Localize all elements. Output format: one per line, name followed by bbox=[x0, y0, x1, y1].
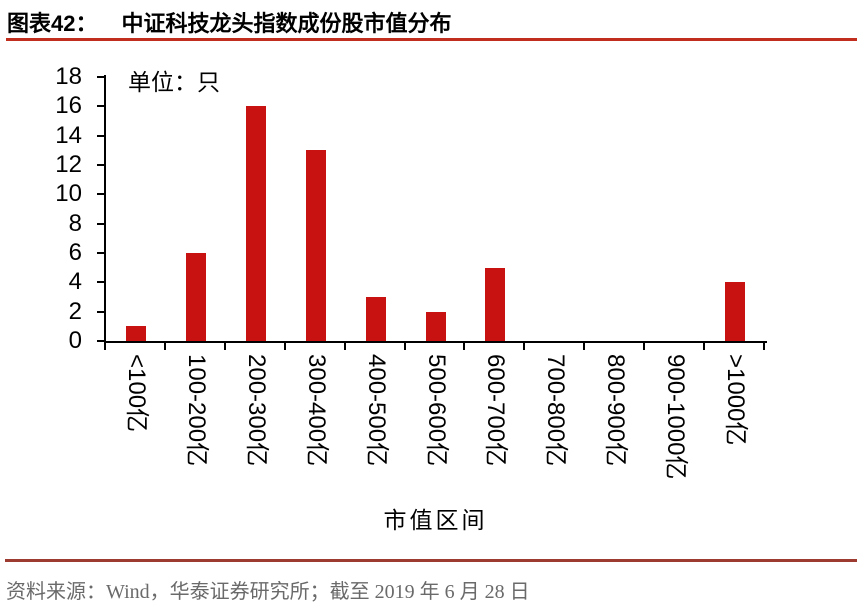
x-tick bbox=[583, 343, 585, 350]
x-category-label: 200-300亿 bbox=[243, 354, 270, 467]
y-tick-label: 16 bbox=[55, 92, 82, 119]
bar bbox=[306, 150, 326, 341]
title-divider bbox=[6, 38, 857, 41]
x-category-label: 900-1000亿 bbox=[662, 354, 689, 480]
footer-divider bbox=[5, 559, 857, 562]
y-tick bbox=[97, 340, 104, 342]
x-tick bbox=[344, 343, 346, 350]
y-tick bbox=[97, 281, 104, 283]
figure-number: 图表42： bbox=[7, 11, 98, 36]
y-tick bbox=[97, 135, 104, 137]
y-tick bbox=[97, 193, 104, 195]
x-axis-title: 市值区间 bbox=[383, 508, 488, 533]
bar-chart: 单位：只 市值区间 0 2 4 6 8 10 12 14 16 18 <100亿 100-200亿 20… bbox=[55, 63, 767, 533]
y-tick bbox=[97, 223, 104, 225]
x-category-label: 800-900亿 bbox=[602, 354, 629, 467]
x-category-label: 100-200亿 bbox=[183, 354, 210, 467]
y-tick-label: 10 bbox=[55, 180, 82, 207]
y-tick-label: 2 bbox=[68, 298, 82, 325]
bar bbox=[246, 106, 266, 341]
y-tick bbox=[97, 252, 104, 254]
x-tick bbox=[703, 343, 705, 350]
bar bbox=[366, 297, 386, 341]
x-tick bbox=[284, 343, 286, 350]
figure-title: 中证科技龙头指数成份股市值分布 bbox=[121, 11, 452, 36]
y-tick-label: 14 bbox=[55, 122, 82, 149]
x-tick bbox=[463, 343, 465, 350]
bar bbox=[725, 282, 745, 341]
y-tick bbox=[97, 164, 104, 166]
unit-label: 单位：只 bbox=[128, 70, 220, 95]
y-tick-label: 12 bbox=[55, 151, 82, 178]
y-tick-label: 18 bbox=[55, 63, 82, 90]
y-tick bbox=[97, 76, 104, 78]
x-category-label: >1000亿 bbox=[722, 354, 749, 446]
y-tick-label: 0 bbox=[68, 327, 82, 354]
x-tick bbox=[104, 343, 106, 350]
x-tick bbox=[164, 343, 166, 350]
x-category-label: 700-800亿 bbox=[542, 354, 569, 467]
x-tick bbox=[224, 343, 226, 350]
bar bbox=[186, 253, 206, 341]
x-category-label: 500-600亿 bbox=[423, 354, 450, 467]
x-category-label: <100亿 bbox=[123, 354, 150, 433]
x-category-label: 300-400亿 bbox=[303, 354, 330, 467]
y-tick-label: 8 bbox=[68, 210, 82, 237]
x-tick bbox=[404, 343, 406, 350]
x-axis bbox=[104, 341, 767, 343]
y-tick-label: 6 bbox=[68, 239, 82, 266]
bar bbox=[426, 312, 446, 341]
figure-title-row: 图表42： 中证科技龙头指数成份股市值分布 bbox=[7, 6, 452, 38]
x-tick bbox=[763, 343, 765, 350]
y-tick-label: 4 bbox=[68, 268, 82, 295]
x-category-label: 400-500亿 bbox=[363, 354, 390, 467]
x-category-label: 600-700亿 bbox=[482, 354, 509, 467]
y-tick bbox=[97, 105, 104, 107]
x-tick bbox=[523, 343, 525, 350]
x-tick bbox=[643, 343, 645, 350]
y-tick bbox=[97, 311, 104, 313]
source-note: 资料来源：Wind，华泰证券研究所；截至 2019 年 6 月 28 日 bbox=[6, 581, 530, 603]
bar bbox=[126, 326, 146, 341]
bar bbox=[485, 268, 505, 341]
y-axis bbox=[104, 75, 106, 343]
